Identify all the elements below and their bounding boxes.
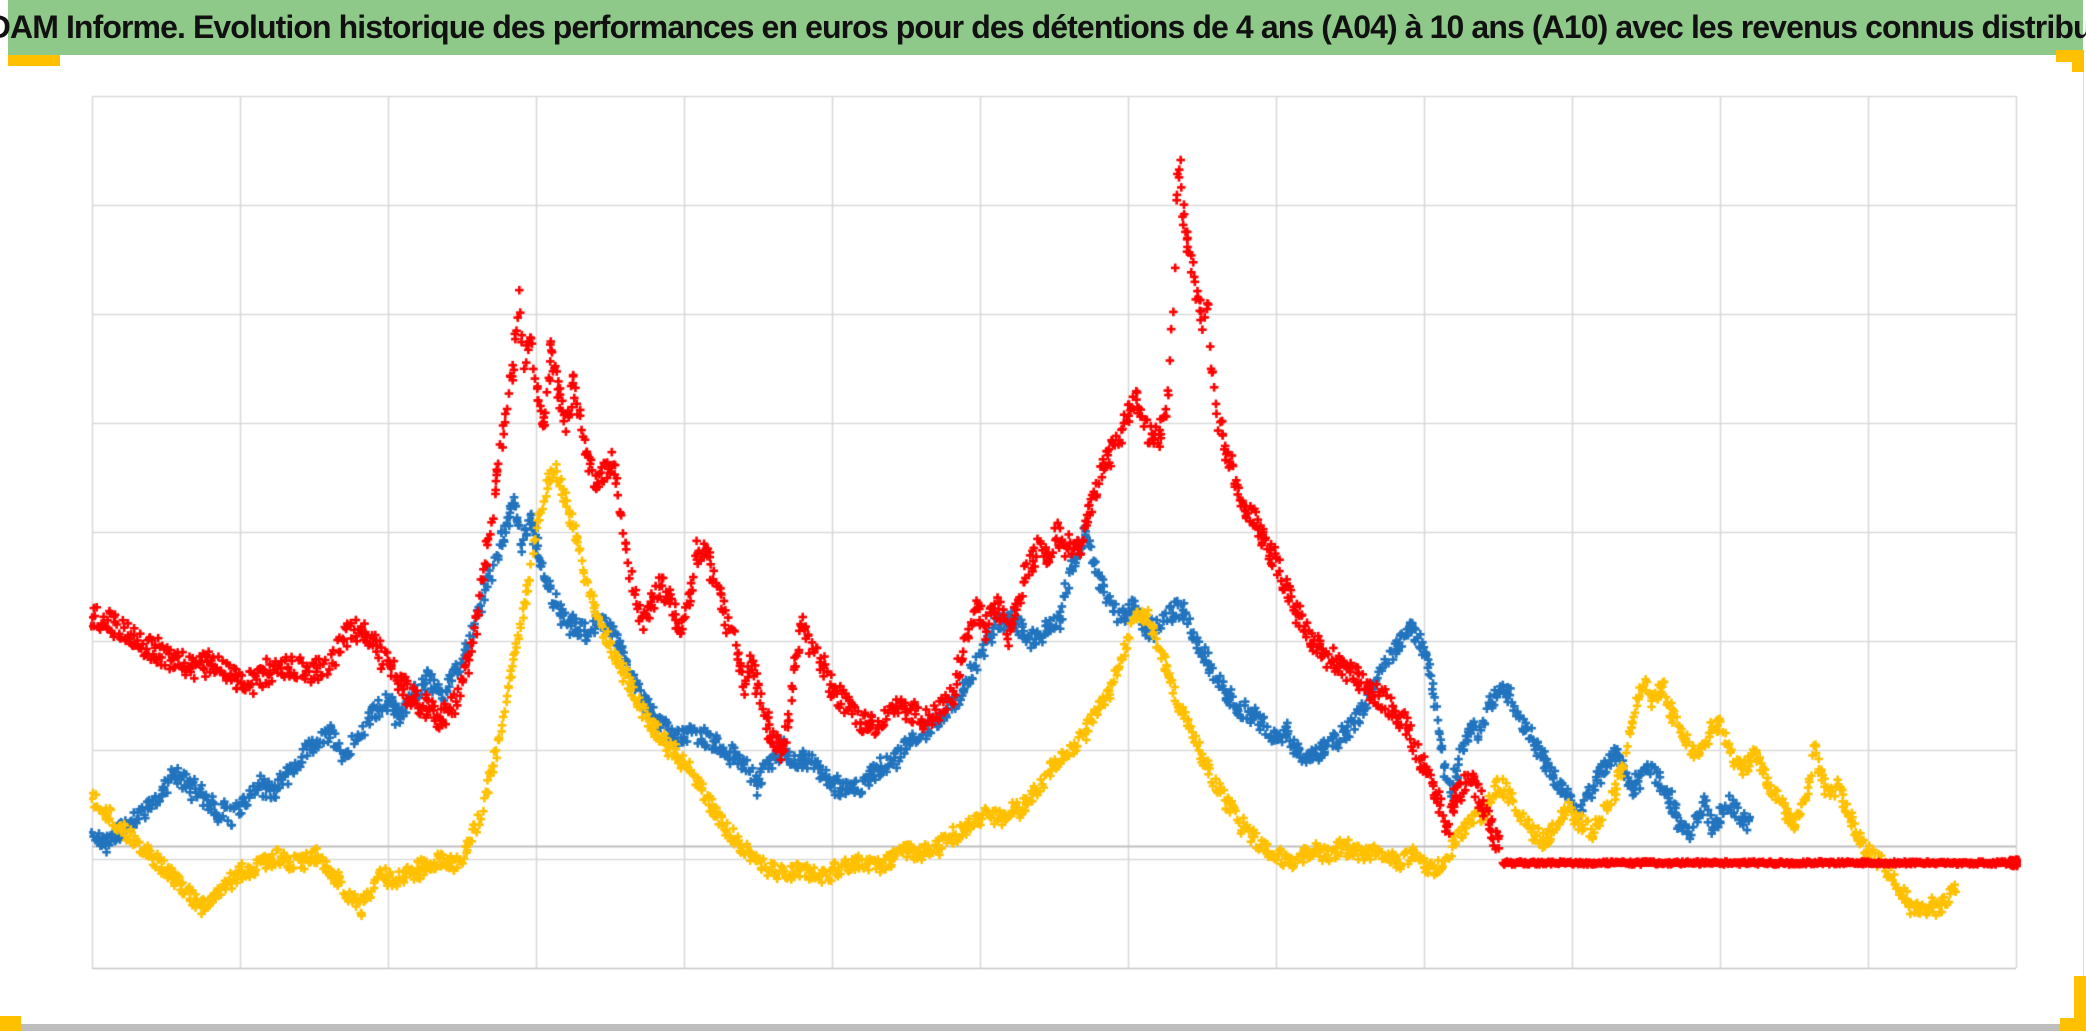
selection-handle-bottom-right[interactable] xyxy=(2060,1018,2086,1031)
selection-handle-top-right-vertical[interactable] xyxy=(2072,50,2084,72)
selection-handle-bottom-left[interactable] xyxy=(0,1016,21,1031)
chart-title-bar: ADAM Informe. Evolution historique des p… xyxy=(0,0,2086,55)
selection-handle-top-left[interactable] xyxy=(8,55,60,66)
selection-handle-right-edge[interactable] xyxy=(2074,976,2086,1031)
chart-title: ADAM Informe. Evolution historique des p… xyxy=(0,9,2086,45)
bottom-gray-bar xyxy=(0,1024,2086,1031)
